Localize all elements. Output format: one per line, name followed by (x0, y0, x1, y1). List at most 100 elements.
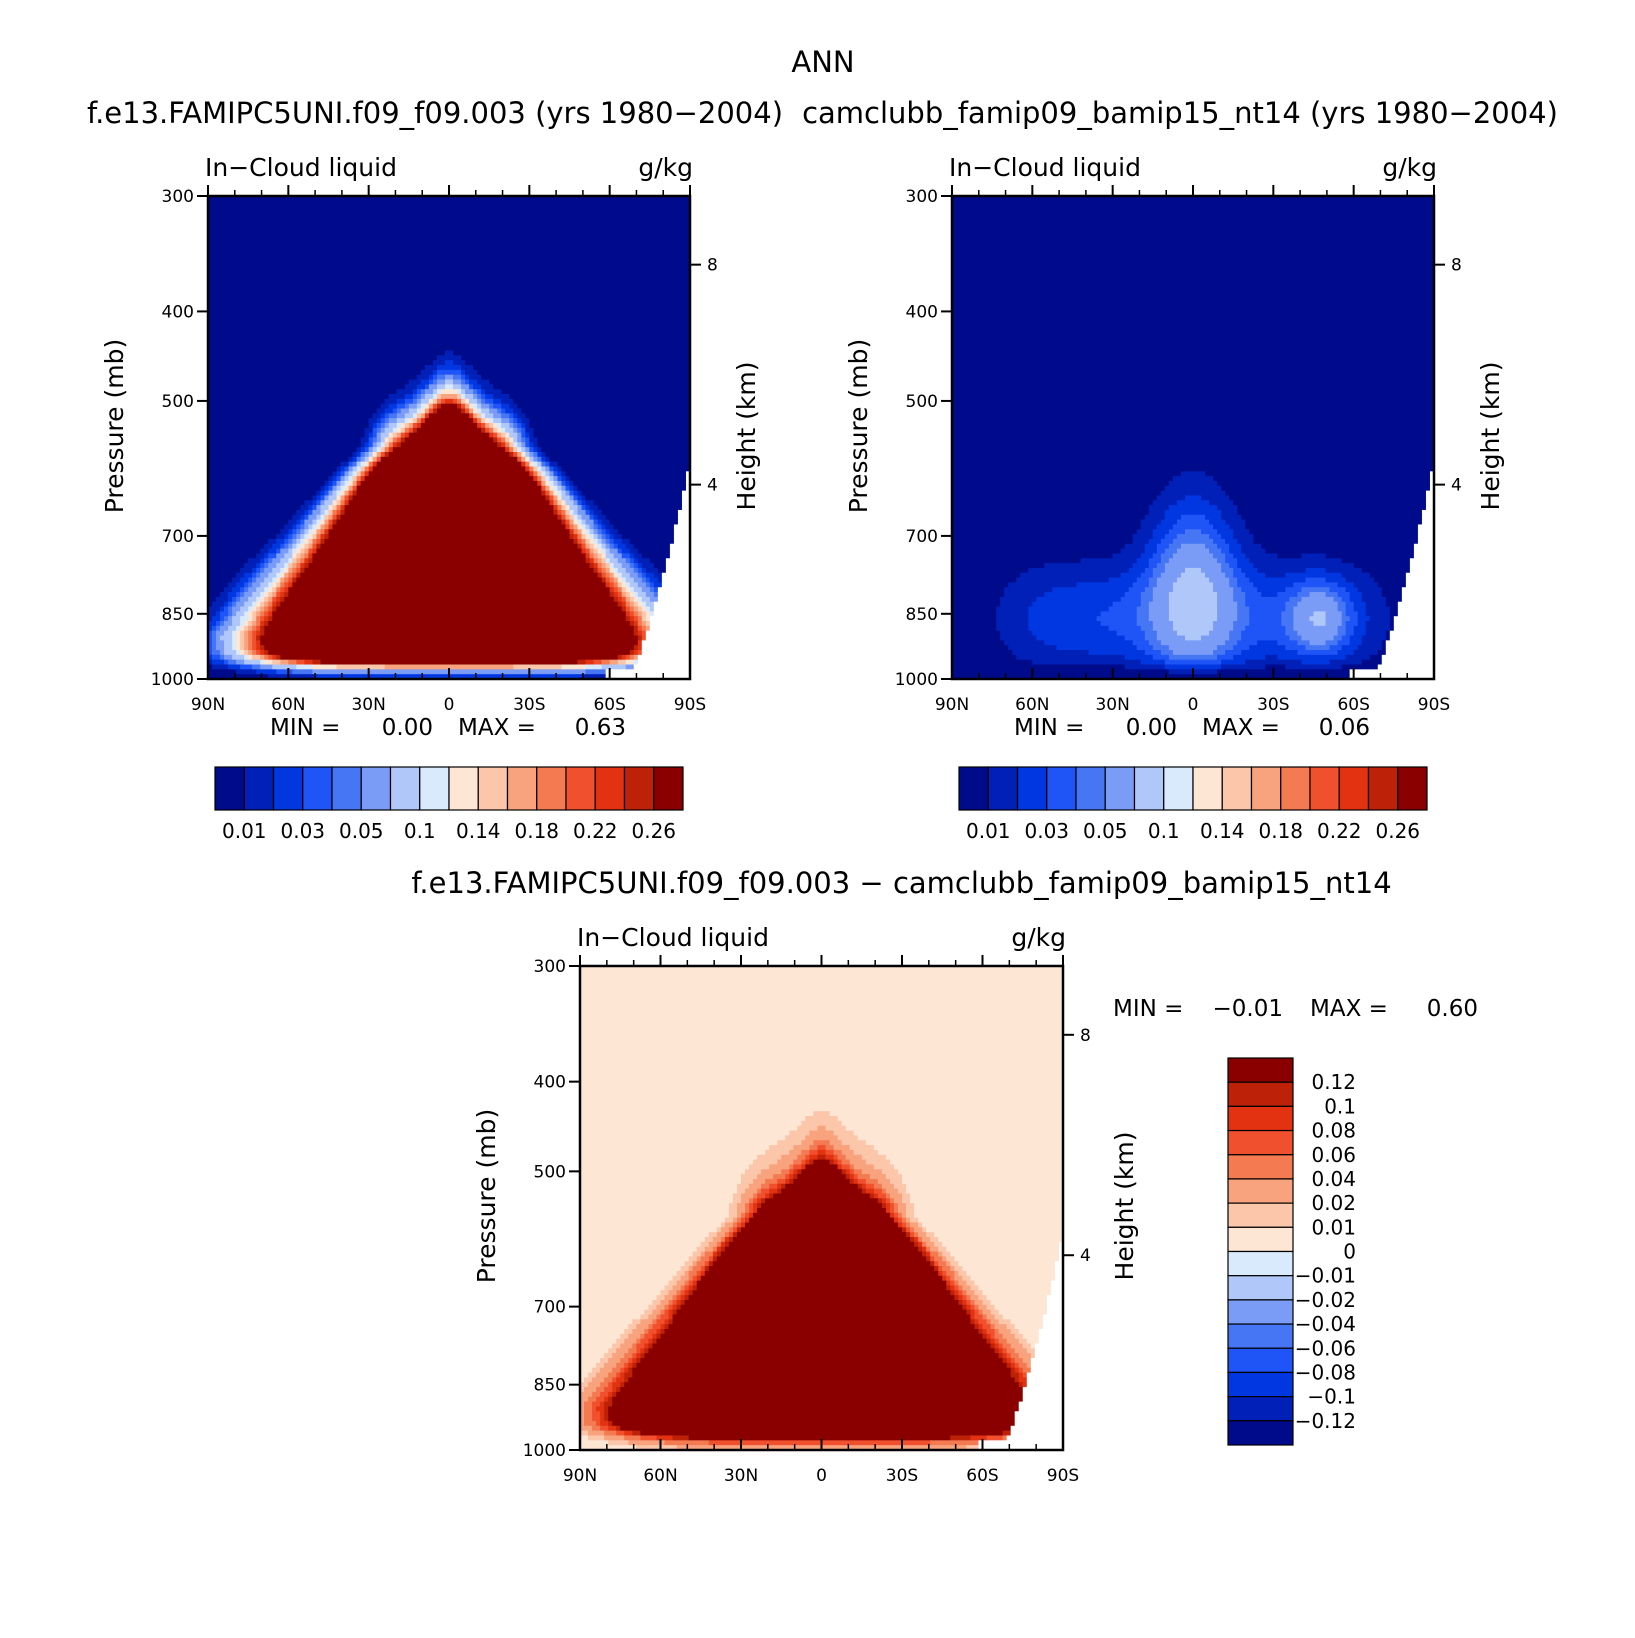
contour-cell (260, 563, 265, 569)
contour-cell (320, 495, 326, 501)
contour-cell (580, 1237, 706, 1243)
contour-cell (420, 379, 430, 385)
contour-cell (1022, 1396, 1064, 1403)
contour-cell (280, 587, 285, 593)
contour-cell (952, 297, 1435, 303)
contour-cell (613, 524, 675, 530)
contour-cell (986, 1304, 996, 1311)
contour-cell (865, 1178, 879, 1185)
contour-cell (408, 418, 414, 424)
contour-cell (692, 1261, 698, 1267)
contour-cell (1217, 669, 1351, 675)
contour-cell (260, 640, 639, 646)
contour-cell (477, 389, 482, 395)
colorbar-box (1227, 1299, 1294, 1325)
contour-cell (749, 1203, 754, 1209)
contour-cell (1176, 519, 1210, 526)
contour-cell (873, 1164, 895, 1170)
contour-cell (489, 423, 494, 429)
contour-cell (1241, 587, 1258, 593)
contour-cell (308, 558, 314, 564)
contour-cell (881, 1169, 899, 1175)
panel-difference: f.e13.FAMIPC5UNI.f09_f09.003 − camclubb_… (411, 866, 1478, 1486)
contour-cell (745, 1188, 758, 1195)
contour-cell (1136, 606, 1150, 612)
contour-cell (632, 1362, 637, 1369)
contour-cell (645, 567, 659, 574)
contour-cell (708, 1232, 718, 1238)
contour-cell (517, 413, 526, 419)
contour-cell (653, 611, 691, 617)
contour-cell (1136, 558, 1150, 564)
contour-cell (485, 398, 494, 405)
contour-cell (708, 1261, 714, 1267)
colorbar-box (506, 766, 538, 811)
contour-cell (600, 1416, 605, 1422)
contour-cell (208, 640, 213, 646)
contour-cell (208, 621, 217, 627)
contour-cell (1361, 659, 1383, 666)
contour-cell (541, 480, 546, 487)
contour-cell (208, 418, 370, 424)
contour-cell (669, 553, 691, 559)
contour-cell (244, 611, 249, 617)
contour-cell (1297, 592, 1311, 598)
contour-cell (549, 485, 555, 492)
contour-cell (962, 1275, 972, 1282)
contour-cell (1008, 645, 1058, 651)
contour-cell (384, 442, 390, 448)
contour-cell (841, 1164, 851, 1170)
contour-cell (565, 514, 571, 521)
colorbar-label: 0.1 (404, 819, 436, 843)
contour-cell (537, 442, 691, 448)
contour-cell (453, 398, 458, 405)
contour-cell (946, 1246, 1060, 1253)
contour-cell (1164, 563, 1222, 569)
contour-cell (1180, 514, 1206, 521)
contour-cell (769, 1183, 778, 1190)
contour-cell (368, 442, 374, 448)
contour-cell (897, 1217, 903, 1224)
contour-cell (612, 1353, 625, 1359)
contour-cell (938, 1237, 1064, 1243)
contour-cell (236, 659, 245, 666)
contour-cell (749, 1183, 762, 1190)
contour-cell (1201, 635, 1230, 641)
contour-cell (612, 1382, 621, 1388)
contour-cell (680, 1299, 686, 1306)
contour-cell (260, 659, 265, 666)
contour-cell (952, 379, 1435, 385)
contour-cell (952, 476, 1174, 482)
contour-cell (1014, 1324, 1044, 1330)
contour-cell (493, 413, 502, 419)
contour-cell (1028, 616, 1098, 622)
contour-cell (432, 394, 438, 400)
contour-cell (1172, 621, 1214, 627)
contour-cell (897, 1203, 907, 1209)
contour-cell (1341, 645, 1359, 651)
contour-cell (1054, 1266, 1064, 1272)
contour-cell (216, 635, 221, 641)
contour-cell (1249, 611, 1282, 617)
contour-cell (930, 1251, 939, 1257)
contour-cell (212, 640, 217, 646)
contour-cell (244, 563, 257, 569)
contour-cell (753, 1198, 758, 1204)
contour-cell (952, 360, 1435, 366)
contour-cell (312, 664, 338, 670)
contour-cell (208, 587, 225, 593)
contour-cell (661, 577, 691, 583)
contour-cell (621, 596, 627, 603)
contour-cell (364, 461, 370, 468)
contour-cell (276, 582, 281, 588)
contour-cell (553, 480, 559, 487)
contour-cell (934, 1232, 1064, 1238)
contour-cell (244, 630, 249, 637)
contour-cell (1277, 640, 1299, 646)
contour-cell (1018, 1353, 1032, 1359)
contour-cell (994, 1333, 1004, 1340)
contour-cell (312, 495, 318, 501)
contour-cell (1233, 654, 1266, 661)
contour-cell (380, 423, 386, 429)
contour-cell (220, 621, 225, 627)
